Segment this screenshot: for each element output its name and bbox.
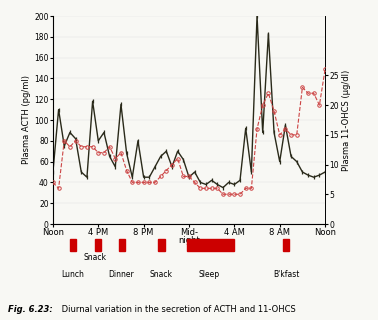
Text: Lunch: Lunch [61, 270, 84, 279]
Text: Sleep: Sleep [199, 270, 220, 279]
Bar [119, 238, 125, 251]
Bar [158, 238, 164, 251]
Bar [283, 238, 290, 251]
Text: Dinner: Dinner [108, 270, 134, 279]
Y-axis label: Plasma ACTH (pg/ml): Plasma ACTH (pg/ml) [22, 76, 31, 164]
Bar [70, 238, 76, 251]
Text: Snack: Snack [150, 270, 173, 279]
Text: B'kfast: B'kfast [273, 270, 300, 279]
Text: Fig. 6.23:: Fig. 6.23: [8, 305, 52, 314]
Bar [95, 238, 101, 251]
Y-axis label: Plasma 11-OHCS (μg/dl): Plasma 11-OHCS (μg/dl) [342, 69, 351, 171]
Text: Diurnal variation in the secretion of ACTH and 11-OHCS: Diurnal variation in the secretion of AC… [59, 305, 295, 314]
Text: Fig. 6.23:: Fig. 6.23: [8, 305, 46, 314]
Text: Snack: Snack [84, 253, 106, 262]
Bar [187, 238, 234, 251]
